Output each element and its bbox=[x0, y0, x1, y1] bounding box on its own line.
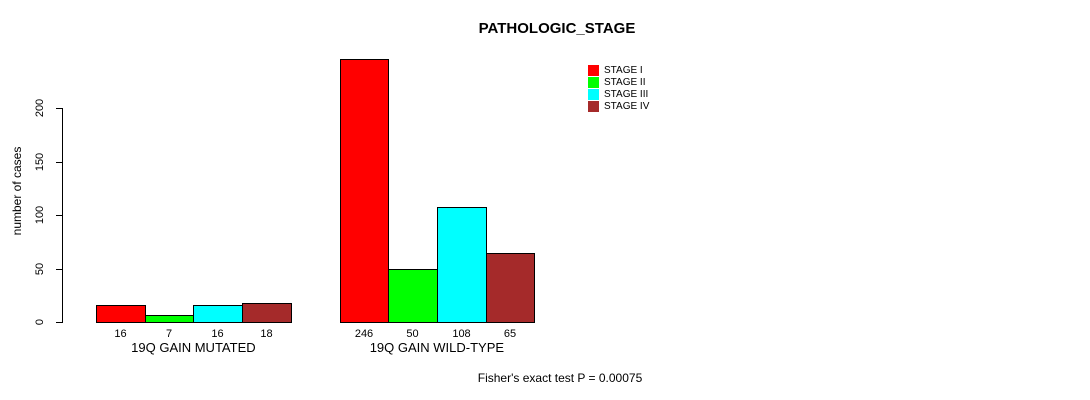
value-label-stage-iii-wild-type: 108 bbox=[452, 328, 471, 340]
value-label-stage-ii-mutated: 7 bbox=[165, 328, 173, 340]
bar-stage-ii-wild-type bbox=[388, 269, 438, 323]
value-label-stage-iv-wild-type: 65 bbox=[503, 328, 517, 340]
y-tick-200 bbox=[56, 108, 62, 109]
bar-stage-ii-mutated bbox=[145, 315, 194, 323]
legend-label-stage-iv: STAGE IV bbox=[604, 101, 650, 112]
bar-stage-i-wild-type bbox=[340, 59, 389, 323]
value-label-stage-ii-wild-type: 50 bbox=[406, 328, 419, 340]
bar-stage-i-mutated bbox=[96, 305, 146, 323]
fisher-test-annotation: Fisher's exact test P = 0.00075 bbox=[477, 371, 643, 385]
group-label-wild-type: 19Q GAIN WILD-TYPE bbox=[369, 340, 505, 355]
bar-stage-iv-mutated bbox=[242, 303, 292, 323]
legend-label-stage-iii: STAGE III bbox=[604, 89, 649, 100]
value-label-stage-i-mutated: 16 bbox=[114, 328, 127, 340]
legend-swatch-stage-ii bbox=[588, 77, 599, 88]
y-axis-line bbox=[62, 108, 63, 323]
y-tick-label-50: 50 bbox=[34, 262, 46, 276]
y-tick-label-100: 100 bbox=[34, 205, 46, 225]
legend-label-stage-ii: STAGE II bbox=[604, 77, 646, 88]
bar-stage-iii-wild-type bbox=[437, 207, 487, 323]
legend-label-stage-i: STAGE I bbox=[604, 65, 643, 76]
group-label-mutated: 19Q GAIN MUTATED bbox=[131, 340, 256, 355]
y-tick-label-0: 0 bbox=[34, 318, 46, 326]
chart-title: PATHOLOGIC_STAGE bbox=[478, 20, 636, 37]
y-tick-label-150: 150 bbox=[34, 152, 46, 172]
value-label-stage-iii-mutated: 16 bbox=[211, 328, 224, 340]
bar-stage-iii-mutated bbox=[193, 305, 243, 323]
y-tick-100 bbox=[56, 215, 62, 216]
legend-swatch-stage-iv bbox=[588, 101, 599, 112]
y-tick-label-200: 200 bbox=[34, 98, 46, 118]
y-tick-50 bbox=[56, 269, 62, 270]
value-label-stage-iv-mutated: 18 bbox=[260, 328, 273, 340]
value-label-stage-i-wild-type: 246 bbox=[354, 328, 374, 340]
y-tick-150 bbox=[56, 162, 62, 163]
bar-stage-iv-wild-type bbox=[486, 253, 535, 323]
y-axis-label: number of cases bbox=[10, 146, 24, 236]
legend-swatch-stage-i bbox=[588, 65, 599, 76]
legend-swatch-stage-iii bbox=[588, 89, 599, 100]
y-tick-0 bbox=[56, 322, 62, 323]
